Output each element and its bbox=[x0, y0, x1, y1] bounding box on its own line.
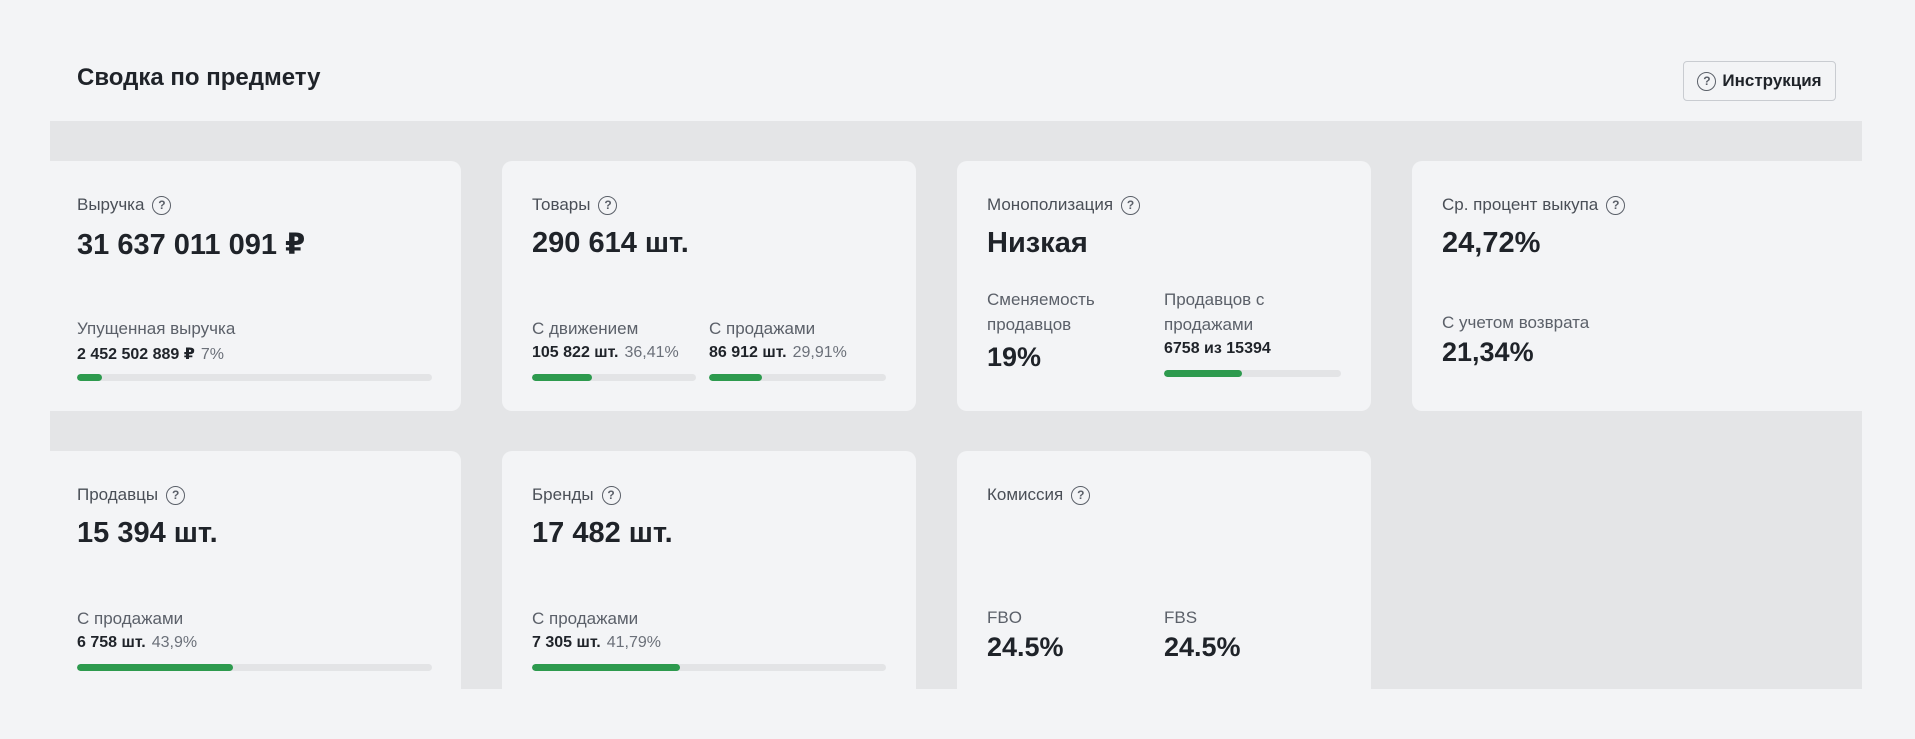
sellers-sales-value: 6 758 шт. bbox=[77, 634, 146, 651]
page-title: Сводка по предмету bbox=[77, 64, 321, 91]
seller-turnover-label: Сменяемость продавцов bbox=[987, 290, 1095, 334]
guide-button-label: Инструкция bbox=[1722, 71, 1822, 90]
summary-grid: Выручка ? 31 637 011 091 ₽ Упущенная выр… bbox=[50, 121, 1862, 689]
buyout-return-value: 21,34% bbox=[1442, 337, 1534, 367]
guide-button[interactable]: ? Инструкция bbox=[1683, 61, 1836, 101]
question-circle-icon[interactable]: ? bbox=[1606, 195, 1626, 215]
goods-sales-label: С продажами bbox=[709, 319, 816, 338]
commission-card: Комиссия ? FBO 24.5% FBS 24.5% bbox=[957, 451, 1371, 689]
goods-moving-value: 105 822 шт. bbox=[532, 344, 619, 361]
lost-revenue-label: Упущенная выручка bbox=[77, 319, 236, 338]
question-circle-icon[interactable]: ? bbox=[601, 485, 621, 505]
goods-label-row: Товары ? bbox=[532, 195, 618, 215]
buyout-label-row: Ср. процент выкупа ? bbox=[1442, 195, 1626, 215]
lost-revenue-percent: 7% bbox=[200, 346, 225, 363]
goods-value: 290 614 шт. bbox=[532, 227, 689, 259]
revenue-card: Выручка ? 31 637 011 091 ₽ Упущенная выр… bbox=[50, 161, 461, 411]
buyout-value: 24,72% bbox=[1442, 227, 1541, 259]
brands-value: 17 482 шт. bbox=[532, 517, 673, 549]
sellers-with-sales-row: 6758 из 15394 bbox=[1164, 340, 1271, 358]
commission-label: Комиссия bbox=[987, 485, 1064, 504]
sellers-with-sales-progress-fill bbox=[1164, 370, 1242, 377]
lost-revenue-value: 2 452 502 889 ₽ bbox=[77, 346, 195, 363]
sellers-sales-label: С продажами bbox=[77, 609, 184, 628]
brands-label: Бренды bbox=[532, 485, 594, 504]
brands-sales-progress bbox=[532, 664, 886, 671]
fbo-value: 24.5% bbox=[987, 632, 1064, 662]
goods-sales-progress-fill bbox=[709, 374, 762, 381]
sellers-sales-row: 6 758 шт. 43,9% bbox=[77, 634, 197, 652]
sellers-with-sales-progress bbox=[1164, 370, 1341, 377]
sellers-with-sales-label: Продавцов с продажами bbox=[1164, 290, 1265, 334]
sellers-label-row: Продавцы ? bbox=[77, 485, 186, 505]
goods-moving-progress-fill bbox=[532, 374, 592, 381]
monopoly-label-row: Монополизация ? bbox=[987, 195, 1141, 215]
buyout-card: Ср. процент выкупа ? 24,72% С учетом воз… bbox=[1412, 161, 1862, 411]
goods-moving-label: С движением bbox=[532, 319, 639, 338]
lost-revenue-progress-fill bbox=[77, 374, 102, 381]
brands-card: Бренды ? 17 482 шт. С продажами 7 305 шт… bbox=[502, 451, 916, 689]
brands-sales-progress-fill bbox=[532, 664, 680, 671]
sellers-sales-progress-fill bbox=[77, 664, 233, 671]
commission-label-row: Комиссия ? bbox=[987, 485, 1091, 505]
goods-sales-progress bbox=[709, 374, 886, 381]
brands-sales-label: С продажами bbox=[532, 609, 639, 628]
goods-moving-progress bbox=[532, 374, 696, 381]
sellers-card: Продавцы ? 15 394 шт. С продажами 6 758 … bbox=[50, 451, 461, 689]
lost-revenue-progress bbox=[77, 374, 432, 381]
revenue-value: 31 637 011 091 ₽ bbox=[77, 229, 306, 261]
revenue-label-row: Выручка ? bbox=[77, 195, 172, 215]
goods-moving-percent: 36,41% bbox=[624, 344, 679, 361]
sellers-label: Продавцы bbox=[77, 485, 159, 504]
question-circle-icon[interactable]: ? bbox=[598, 195, 618, 215]
question-circle-icon[interactable]: ? bbox=[1121, 195, 1141, 215]
goods-sales-row: 86 912 шт. 29,91% bbox=[709, 344, 847, 362]
question-circle-icon[interactable]: ? bbox=[166, 485, 186, 505]
goods-sales-value: 86 912 шт. bbox=[709, 344, 787, 361]
fbs-value: 24.5% bbox=[1164, 632, 1241, 662]
brands-label-row: Бренды ? bbox=[532, 485, 621, 505]
monopoly-card: Монополизация ? Низкая Сменяемость прода… bbox=[957, 161, 1371, 411]
brands-sales-row: 7 305 шт. 41,79% bbox=[532, 634, 661, 652]
sellers-sales-percent: 43,9% bbox=[151, 634, 198, 651]
sellers-value: 15 394 шт. bbox=[77, 517, 218, 549]
page-header: Сводка по предмету ? Инструкция bbox=[0, 0, 1915, 121]
goods-label: Товары bbox=[532, 195, 591, 214]
seller-turnover-value: 19% bbox=[987, 342, 1042, 372]
brands-sales-value: 7 305 шт. bbox=[532, 634, 601, 651]
buyout-label: Ср. процент выкупа bbox=[1442, 195, 1599, 214]
question-circle-icon[interactable]: ? bbox=[152, 195, 172, 215]
fbs-label: FBS bbox=[1164, 608, 1198, 627]
goods-moving-row: 105 822 шт. 36,41% bbox=[532, 344, 679, 362]
revenue-label: Выручка bbox=[77, 195, 145, 214]
sellers-with-sales-value: 6758 из 15394 bbox=[1164, 340, 1271, 357]
monopoly-value: Низкая bbox=[987, 227, 1088, 259]
question-circle-icon[interactable]: ? bbox=[1071, 485, 1091, 505]
goods-card: Товары ? 290 614 шт. С движением 105 822… bbox=[502, 161, 916, 411]
goods-sales-percent: 29,91% bbox=[792, 344, 847, 361]
brands-sales-percent: 41,79% bbox=[606, 634, 661, 651]
question-circle-icon: ? bbox=[1697, 71, 1717, 91]
monopoly-label: Монополизация bbox=[987, 195, 1114, 214]
fbo-label: FBO bbox=[987, 608, 1022, 627]
buyout-return-label: С учетом возврата bbox=[1442, 313, 1590, 332]
lost-revenue-row: 2 452 502 889 ₽ 7% bbox=[77, 344, 224, 364]
sellers-sales-progress bbox=[77, 664, 432, 671]
